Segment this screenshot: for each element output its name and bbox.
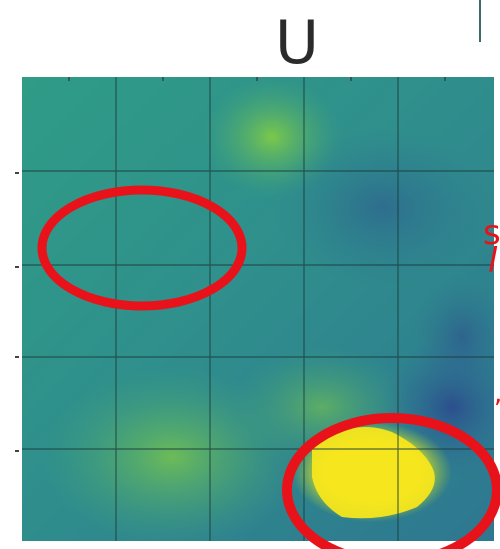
annotation-text-l: l xyxy=(488,241,498,281)
y-tick-4 xyxy=(15,450,19,452)
page-title: U xyxy=(275,8,319,78)
heatmap-plot xyxy=(22,77,494,541)
annotation-text-comma: , xyxy=(494,380,500,408)
annotation-text-s: s xyxy=(483,213,500,253)
y-tick-1 xyxy=(15,172,19,174)
y-tick-3 xyxy=(15,356,19,358)
y-tick-2 xyxy=(15,266,19,268)
heatmap-image xyxy=(22,77,494,541)
divider-line xyxy=(479,0,481,42)
